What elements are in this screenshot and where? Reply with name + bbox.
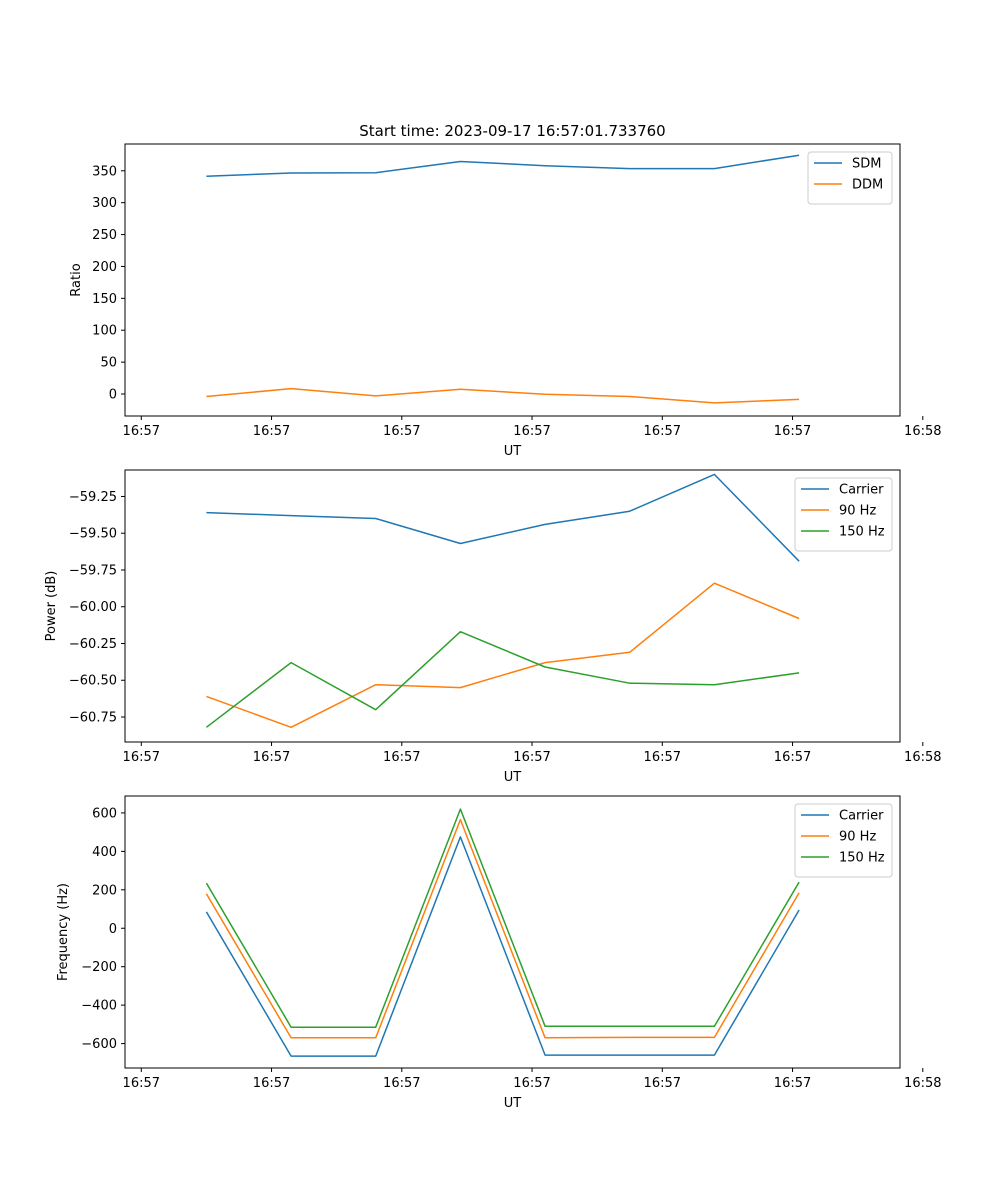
frequency-y-tick-label: −400 — [81, 999, 117, 1014]
frequency-y-axis-label: Frequency (Hz) — [56, 883, 71, 981]
power-x-tick-label: 16:57 — [123, 750, 160, 765]
frequency-x-tick-label: 16:57 — [253, 1076, 290, 1091]
ratio-series-sdm-line — [206, 154, 800, 177]
frequency-legend-label-150-hz: 150 Hz — [839, 851, 885, 866]
power-series-150-hz-line — [205, 630, 800, 728]
frequency-legend-box — [794, 803, 893, 878]
ratio-x-tick-label: 16:57 — [123, 424, 160, 439]
frequency-legend-label-90-hz: 90 Hz — [839, 830, 876, 845]
frequency-series-90-hz-line — [205, 818, 800, 1039]
frequency-x-tick-label: 16:58 — [904, 1076, 941, 1091]
power-series-90-hz-line — [206, 582, 800, 729]
power-y-tick-label: −60.25 — [69, 637, 117, 652]
frequency-y-tick-label: 400 — [92, 845, 117, 860]
power-y-axis-label: Power (dB) — [44, 571, 59, 642]
ratio-x-axis-label: UT — [504, 444, 522, 459]
ratio-x-tick-label: 16:58 — [904, 424, 941, 439]
power-y-tick-label: −60.50 — [69, 674, 117, 689]
frequency-x-tick-label: 16:57 — [513, 1076, 550, 1091]
ratio-y-tick-label: 350 — [92, 164, 117, 179]
power-legend-box — [794, 477, 893, 552]
power-y-tick-label: −60.75 — [69, 711, 117, 726]
frequency-y-tick-label: 600 — [92, 806, 117, 821]
frequency-series-150-hz-line — [205, 808, 800, 1028]
frequency-x-tick-label: 16:57 — [123, 1076, 160, 1091]
power-x-tick-label: 16:57 — [644, 750, 681, 765]
ratio-legend-label-sdm: SDM — [852, 157, 881, 172]
ratio-y-tick-label: 200 — [92, 260, 117, 275]
power-y-tick-label: −59.75 — [69, 563, 117, 578]
frequency-series-carrier-line — [205, 836, 800, 1057]
power-x-tick-label: 16:58 — [904, 750, 941, 765]
power-x-tick-label: 16:57 — [513, 750, 550, 765]
power-legend-label-150-hz: 150 Hz — [839, 525, 885, 540]
ratio-chart: 16:57 16:57 16:57 16:57 16:57 16:57 16:58 0 50 10… — [69, 143, 942, 459]
ratio-x-tick-label: 16:57 — [383, 424, 420, 439]
ratio-x-tick-label: 16:57 — [644, 424, 681, 439]
frequency-y-tick-label: 200 — [92, 883, 117, 898]
frequency-y-tick-label: −200 — [81, 960, 117, 975]
power-legend-label-carrier: Carrier — [839, 483, 884, 498]
ratio-y-tick-label: 150 — [92, 292, 117, 307]
figure-title: Start time: 2023-09-17 16:57:01.733760 — [359, 122, 665, 140]
frequency-x-tick-label: 16:57 — [774, 1076, 811, 1091]
power-series-carrier-line — [206, 473, 800, 562]
power-x-tick-label: 16:57 — [383, 750, 420, 765]
ratio-y-tick-label: 300 — [92, 196, 117, 211]
ratio-x-tick-label: 16:57 — [774, 424, 811, 439]
ratio-legend-label-ddm: DDM — [852, 178, 883, 193]
frequency-y-tick-label: 0 — [109, 922, 117, 937]
ratio-x-tick-label: 16:57 — [513, 424, 550, 439]
ratio-y-axis-label: Ratio — [69, 263, 84, 296]
ratio-y-tick-label: 100 — [92, 324, 117, 339]
ratio-series-ddm-line — [206, 387, 800, 404]
power-chart: 16:57 16:57 16:57 16:57 16:57 16:57 16:58 −60.7… — [44, 469, 942, 785]
frequency-x-tick-label: 16:57 — [644, 1076, 681, 1091]
power-x-axis-label: UT — [504, 770, 522, 785]
ratio-legend-box — [807, 151, 893, 205]
power-y-tick-label: −59.25 — [69, 490, 117, 505]
power-legend-label-90-hz: 90 Hz — [839, 504, 876, 519]
frequency-y-tick-label: −600 — [81, 1037, 117, 1052]
ratio-y-tick-label: 50 — [100, 356, 117, 371]
power-x-tick-label: 16:57 — [253, 750, 290, 765]
frequency-x-tick-label: 16:57 — [383, 1076, 420, 1091]
power-x-tick-label: 16:57 — [774, 750, 811, 765]
power-axes-frame — [124, 469, 901, 743]
power-y-tick-label: −59.50 — [69, 527, 117, 542]
ratio-x-tick-label: 16:57 — [253, 424, 290, 439]
frequency-chart: 16:57 16:57 16:57 16:57 16:57 16:57 16:58 −600 −… — [56, 795, 942, 1111]
power-y-tick-label: −60.00 — [69, 600, 117, 615]
ratio-axes-frame — [124, 143, 901, 417]
frequency-x-axis-label: UT — [504, 1096, 522, 1111]
frequency-legend-label-carrier: Carrier — [839, 809, 884, 824]
ratio-y-tick-label: 250 — [92, 228, 117, 243]
frequency-axes-frame — [124, 795, 901, 1069]
ratio-y-tick-label: 0 — [109, 387, 117, 402]
